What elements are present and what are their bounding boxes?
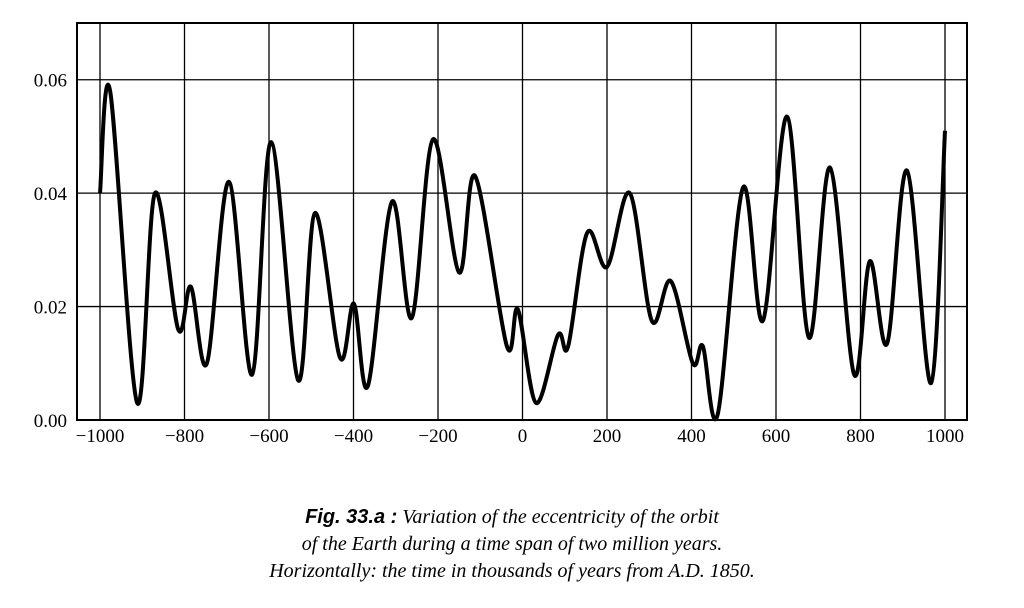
eccentricity-line [98,82,947,422]
y-tick-label: 0.06 [34,71,67,92]
y-tick-label: 0.04 [34,184,68,205]
x-tick-label: 0 [518,426,528,447]
x-tick-label: −200 [418,426,457,447]
y-tick-label: 0.00 [34,411,67,432]
caption-line-1: Variation of the eccentricity of the orb… [397,506,719,528]
x-tick-label: 400 [677,426,706,447]
caption-line-2: of the Earth during a time span of two m… [301,533,723,555]
x-tick-label: −400 [334,426,373,447]
x-tick-label: 800 [846,426,875,447]
x-tick-label: −800 [165,426,204,447]
caption-line-3: Horizontally: the time in thousands of y… [269,560,755,582]
figure-label: Fig. 33.a : [305,506,398,528]
x-tick-label: −1000 [76,426,125,447]
x-tick-label: 1000 [926,426,964,447]
x-tick-label: −600 [249,426,288,447]
x-tick-label: 600 [762,426,791,447]
x-tick-label: 200 [593,426,622,447]
eccentricity-chart: −1000 −800 −600 −400 −200 0 200 400 600 800 1000 0.… [34,22,968,447]
tick-labels: −1000 −800 −600 −400 −200 0 200 400 600 800 1000 0.… [34,71,964,447]
figure-caption: Fig. 33.a : Variation of the eccentricit… [0,504,1024,585]
y-tick-label: 0.02 [34,298,67,319]
grid-lines [77,23,967,420]
